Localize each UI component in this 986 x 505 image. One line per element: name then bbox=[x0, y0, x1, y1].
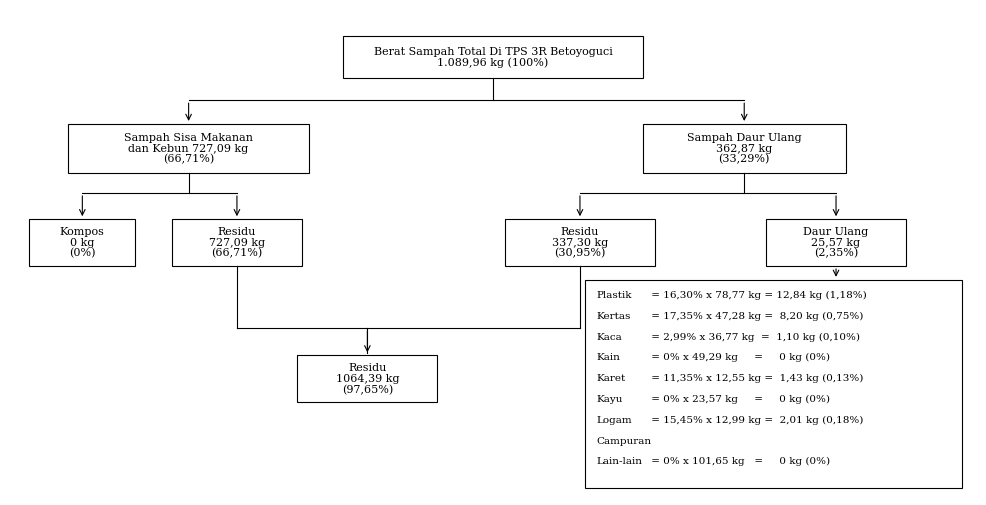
Text: 337,30 kg: 337,30 kg bbox=[552, 237, 608, 247]
Text: = 15,45% x 12,99 kg =  2,01 kg (0,18%): = 15,45% x 12,99 kg = 2,01 kg (0,18%) bbox=[648, 416, 863, 425]
Text: = 17,35% x 47,28 kg =  8,20 kg (0,75%): = 17,35% x 47,28 kg = 8,20 kg (0,75%) bbox=[648, 312, 863, 321]
Text: Karet: Karet bbox=[597, 374, 626, 383]
Text: (0%): (0%) bbox=[69, 248, 96, 259]
Text: = 2,99% x 36,77 kg  =  1,10 kg (0,10%): = 2,99% x 36,77 kg = 1,10 kg (0,10%) bbox=[648, 333, 860, 342]
FancyBboxPatch shape bbox=[643, 124, 846, 173]
FancyBboxPatch shape bbox=[766, 219, 906, 266]
Text: = 0% x 49,29 kg     =     0 kg (0%): = 0% x 49,29 kg = 0 kg (0%) bbox=[648, 354, 829, 363]
Text: Plastik: Plastik bbox=[597, 291, 632, 300]
Text: = 16,30% x 78,77 kg = 12,84 kg (1,18%): = 16,30% x 78,77 kg = 12,84 kg (1,18%) bbox=[648, 291, 867, 300]
Text: Kompos: Kompos bbox=[60, 227, 105, 237]
FancyBboxPatch shape bbox=[172, 219, 302, 266]
Text: = 0% x 101,65 kg   =     0 kg (0%): = 0% x 101,65 kg = 0 kg (0%) bbox=[648, 458, 830, 467]
Text: Residu: Residu bbox=[561, 227, 599, 237]
Text: (66,71%): (66,71%) bbox=[211, 248, 262, 259]
Text: Residu: Residu bbox=[348, 363, 387, 373]
Text: (66,71%): (66,71%) bbox=[163, 155, 214, 165]
Text: 1.089,96 kg (100%): 1.089,96 kg (100%) bbox=[438, 57, 548, 68]
Text: (33,29%): (33,29%) bbox=[719, 155, 770, 165]
FancyBboxPatch shape bbox=[68, 124, 310, 173]
Text: (97,65%): (97,65%) bbox=[342, 384, 393, 395]
Text: Daur Ulang: Daur Ulang bbox=[804, 227, 869, 237]
Text: Kayu: Kayu bbox=[597, 395, 623, 404]
Text: Lain-lain: Lain-lain bbox=[597, 458, 643, 466]
Text: = 0% x 23,57 kg     =     0 kg (0%): = 0% x 23,57 kg = 0 kg (0%) bbox=[648, 395, 829, 404]
FancyBboxPatch shape bbox=[298, 355, 438, 402]
FancyBboxPatch shape bbox=[505, 219, 655, 266]
Text: 727,09 kg: 727,09 kg bbox=[209, 237, 265, 247]
Text: 1064,39 kg: 1064,39 kg bbox=[335, 374, 399, 384]
Text: 0 kg: 0 kg bbox=[70, 237, 95, 247]
Text: Kaca: Kaca bbox=[597, 333, 622, 341]
Text: 362,87 kg: 362,87 kg bbox=[716, 143, 772, 154]
Text: (2,35%): (2,35%) bbox=[813, 248, 858, 259]
Text: Kain: Kain bbox=[597, 354, 620, 363]
Text: dan Kebun 727,09 kg: dan Kebun 727,09 kg bbox=[128, 143, 248, 154]
FancyBboxPatch shape bbox=[30, 219, 135, 266]
Text: Residu: Residu bbox=[218, 227, 256, 237]
Text: Kertas: Kertas bbox=[597, 312, 631, 321]
FancyBboxPatch shape bbox=[585, 280, 961, 488]
Text: (30,95%): (30,95%) bbox=[554, 248, 605, 259]
Text: Sampah Daur Ulang: Sampah Daur Ulang bbox=[687, 133, 802, 143]
Text: Sampah Sisa Makanan: Sampah Sisa Makanan bbox=[124, 133, 253, 143]
Text: Logam: Logam bbox=[597, 416, 632, 425]
Text: Campuran: Campuran bbox=[597, 436, 652, 445]
Text: Berat Sampah Total Di TPS 3R Betoyoguci: Berat Sampah Total Di TPS 3R Betoyoguci bbox=[374, 46, 612, 57]
Text: = 11,35% x 12,55 kg =  1,43 kg (0,13%): = 11,35% x 12,55 kg = 1,43 kg (0,13%) bbox=[648, 374, 863, 383]
FancyBboxPatch shape bbox=[343, 36, 643, 78]
Text: 25,57 kg: 25,57 kg bbox=[811, 237, 861, 247]
